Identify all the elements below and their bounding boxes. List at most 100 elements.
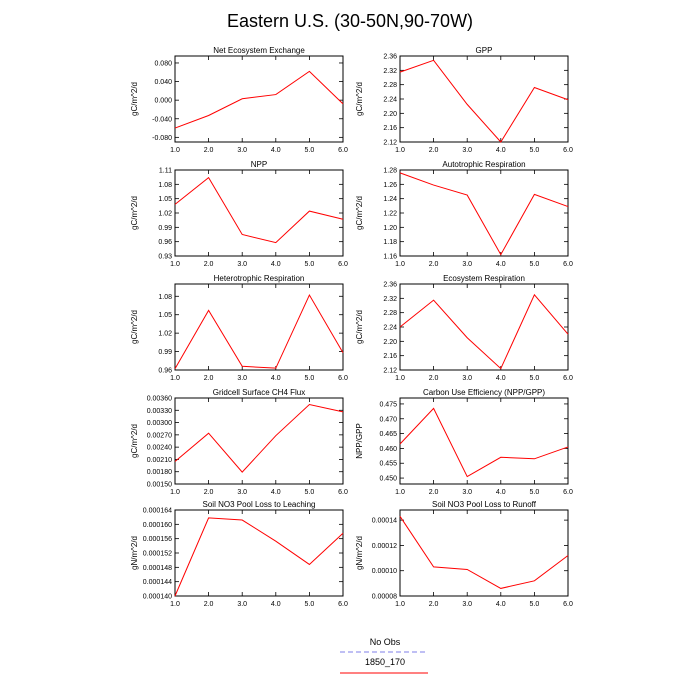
panel-0: Net Ecosystem Exchange 1.0 2.0 3.0 4.0 5.0 6.0… bbox=[130, 46, 348, 154]
y-axis-label: gC/m^2/d bbox=[130, 82, 139, 116]
series-line-0 bbox=[174, 404, 344, 473]
x-tick-label: 2.0 bbox=[204, 489, 214, 496]
figure-title: Eastern U.S. (30-50N,90-70W) bbox=[227, 11, 473, 31]
x-tick-label: 6.0 bbox=[338, 601, 348, 608]
y-tick-label: 1.05 bbox=[158, 312, 172, 319]
x-tick-label: 3.0 bbox=[462, 261, 472, 268]
panel-title: GPP bbox=[476, 46, 493, 55]
panel-6: Gridcell Surface CH4 Flux 1.0 2.0 3.0 4.0 5.0… bbox=[130, 388, 348, 496]
x-tick-label: 6.0 bbox=[338, 375, 348, 382]
panel-3: Autotrophic Respiration 1.0 2.0 3.0 4.0 5.0 6.… bbox=[355, 160, 573, 268]
y-tick-label: 1.22 bbox=[383, 211, 397, 218]
x-tick-label: 1.0 bbox=[170, 489, 180, 496]
x-tick-label: 3.0 bbox=[237, 147, 247, 154]
y-tick-label: 0.000156 bbox=[143, 536, 172, 543]
panel-4: Heterotrophic Respiration 1.0 2.0 3.0 4.0 5.0… bbox=[130, 274, 348, 382]
panel-9: Soil NO3 Pool Loss to Runoff 1.0 2.0 3.0 4.0… bbox=[355, 500, 573, 608]
y-tick-label: 0.00210 bbox=[147, 457, 172, 464]
y-tick-label: 0.000160 bbox=[143, 522, 172, 529]
y-tick-label: 1.26 bbox=[383, 182, 397, 189]
y-tick-label: 1.02 bbox=[158, 211, 172, 218]
plot-frame bbox=[399, 55, 569, 143]
y-tick-label: 1.16 bbox=[383, 254, 397, 261]
y-tick-label: 0.00300 bbox=[147, 420, 172, 427]
x-tick-label: 1.0 bbox=[395, 489, 405, 496]
x-tick-label: 1.0 bbox=[395, 601, 405, 608]
y-tick-label: 0.000164 bbox=[143, 508, 172, 515]
x-tick-label: 5.0 bbox=[305, 261, 315, 268]
x-tick-label: 5.0 bbox=[305, 375, 315, 382]
series-line-0 bbox=[174, 70, 344, 129]
x-tick-label: 2.0 bbox=[429, 375, 439, 382]
x-tick-label: 3.0 bbox=[462, 601, 472, 608]
panel-2: NPP 1.0 2.0 3.0 4.0 5.0 6.0 0.93 0.96 0.99 1.02 1.0… bbox=[130, 160, 348, 268]
y-tick-label: 0.465 bbox=[379, 431, 397, 438]
y-tick-label: 0.99 bbox=[158, 349, 172, 356]
x-tick-label: 2.0 bbox=[429, 147, 439, 154]
x-tick-label: 4.0 bbox=[496, 375, 506, 382]
x-tick-label: 6.0 bbox=[563, 147, 573, 154]
y-tick-label: 0.455 bbox=[379, 461, 397, 468]
panel-title: Soil NO3 Pool Loss to Leaching bbox=[203, 500, 316, 509]
y-tick-label: 1.18 bbox=[383, 239, 397, 246]
y-axis-label: gC/m^2/d bbox=[130, 196, 139, 230]
y-tick-label: 0.460 bbox=[379, 446, 397, 453]
x-tick-label: 5.0 bbox=[305, 601, 315, 608]
x-tick-label: 1.0 bbox=[170, 261, 180, 268]
panel-title: Net Ecosystem Exchange bbox=[213, 46, 305, 55]
y-axis-label: gN/m^2/d bbox=[130, 536, 139, 570]
x-tick-label: 2.0 bbox=[429, 261, 439, 268]
x-tick-label: 3.0 bbox=[237, 489, 247, 496]
y-tick-label: 0.00240 bbox=[147, 445, 172, 452]
x-tick-label: 2.0 bbox=[204, 261, 214, 268]
y-tick-label: 2.32 bbox=[383, 68, 397, 75]
y-tick-label: 0.00180 bbox=[147, 469, 172, 476]
y-tick-label: 0.000152 bbox=[143, 551, 172, 558]
x-tick-label: 6.0 bbox=[338, 489, 348, 496]
y-tick-label: 2.20 bbox=[383, 339, 397, 346]
y-tick-label: 0.00008 bbox=[372, 594, 397, 601]
x-tick-label: 1.0 bbox=[395, 261, 405, 268]
y-tick-label: 2.28 bbox=[383, 310, 397, 317]
y-axis-label: NPP/GPP bbox=[355, 423, 364, 459]
x-tick-label: 4.0 bbox=[271, 147, 281, 154]
x-tick-label: 5.0 bbox=[530, 489, 540, 496]
panel-title: Soil NO3 Pool Loss to Runoff bbox=[432, 500, 537, 509]
x-tick-label: 6.0 bbox=[338, 261, 348, 268]
series-line-0 bbox=[399, 293, 569, 370]
x-tick-label: 6.0 bbox=[563, 261, 573, 268]
x-tick-label: 4.0 bbox=[271, 601, 281, 608]
y-tick-label: -0.040 bbox=[152, 116, 172, 123]
x-tick-label: 5.0 bbox=[530, 375, 540, 382]
y-tick-label: 0.00270 bbox=[147, 432, 172, 439]
y-tick-label: 1.11 bbox=[159, 168, 172, 175]
x-tick-label: 1.0 bbox=[170, 601, 180, 608]
x-tick-label: 1.0 bbox=[170, 147, 180, 154]
y-tick-label: 0.93 bbox=[158, 254, 172, 261]
x-tick-label: 6.0 bbox=[563, 489, 573, 496]
legend-label-no-obs: No Obs bbox=[370, 637, 401, 647]
y-tick-label: 0.080 bbox=[154, 60, 172, 67]
y-tick-label: 1.24 bbox=[383, 196, 397, 203]
panel-title: Ecosystem Respiration bbox=[443, 274, 525, 283]
series-line-0 bbox=[399, 59, 569, 143]
y-tick-label: -0.080 bbox=[152, 135, 172, 142]
y-tick-label: 0.000148 bbox=[143, 565, 172, 572]
panel-title: Autotrophic Respiration bbox=[442, 160, 525, 169]
x-tick-label: 3.0 bbox=[237, 375, 247, 382]
y-tick-label: 2.36 bbox=[383, 282, 397, 289]
x-tick-label: 1.0 bbox=[395, 147, 405, 154]
plot-frame bbox=[174, 55, 344, 143]
panel-title: Heterotrophic Respiration bbox=[214, 274, 305, 283]
y-tick-label: 2.32 bbox=[383, 296, 397, 303]
y-tick-label: 0.96 bbox=[158, 368, 172, 375]
x-tick-label: 3.0 bbox=[237, 601, 247, 608]
x-tick-label: 4.0 bbox=[496, 601, 506, 608]
x-tick-label: 3.0 bbox=[237, 261, 247, 268]
y-axis-label: gC/m^2/d bbox=[355, 82, 364, 116]
x-tick-label: 5.0 bbox=[305, 489, 315, 496]
plot-frame bbox=[399, 509, 569, 597]
y-tick-label: 0.000140 bbox=[143, 594, 172, 601]
panel-title: Gridcell Surface CH4 Flux bbox=[213, 388, 305, 397]
